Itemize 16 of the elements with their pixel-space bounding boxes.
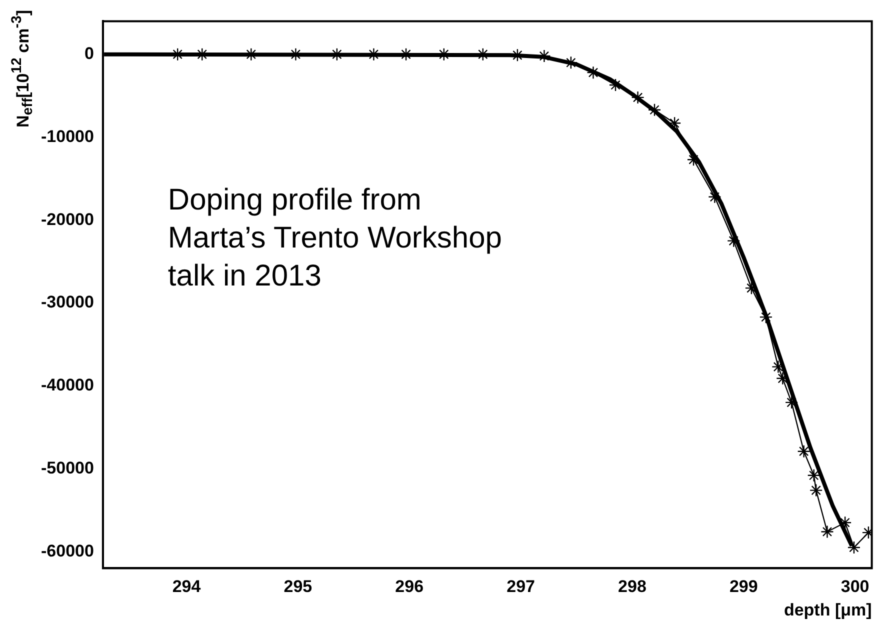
x-tick-label: 299 bbox=[729, 577, 758, 596]
y-tick-label: -50000 bbox=[40, 458, 94, 478]
x-tick-label: 294 bbox=[172, 577, 202, 596]
y-tick-label: -10000 bbox=[40, 126, 94, 146]
y-tick-label: -40000 bbox=[40, 376, 94, 395]
x-axis-title: depth [μm] bbox=[784, 600, 872, 620]
x-tick-label: 297 bbox=[506, 577, 535, 596]
y-tick-label: 0 bbox=[84, 44, 94, 64]
y-tick-label: -20000 bbox=[40, 210, 94, 229]
x-tick-label: 300 bbox=[840, 577, 870, 596]
x-tick-label: 296 bbox=[395, 577, 424, 596]
y-tick-label: -30000 bbox=[40, 292, 94, 312]
x-tick-label: 298 bbox=[618, 577, 646, 596]
x-tick-label: 295 bbox=[284, 577, 312, 596]
annotation: Doping profile from Marta’s Trento Workshop talk in 2013 bbox=[168, 183, 502, 292]
y-tick-label: -60000 bbox=[40, 541, 94, 560]
